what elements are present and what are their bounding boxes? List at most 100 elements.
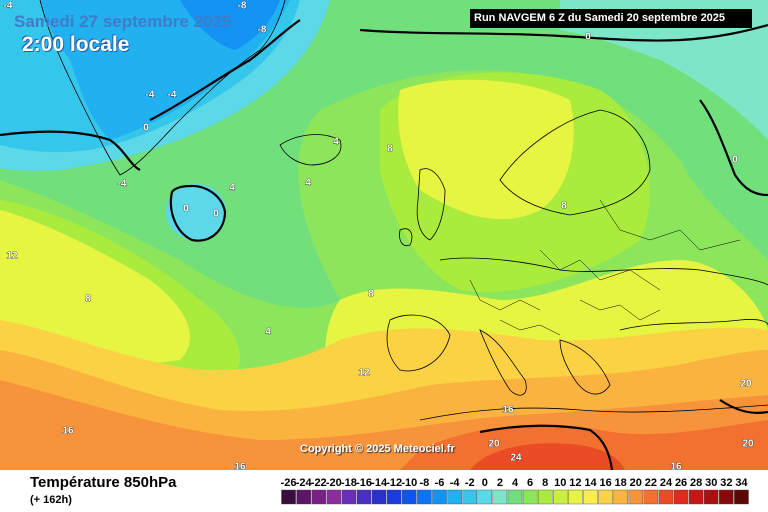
legend-label: -20 <box>326 478 342 489</box>
legend-swatch <box>704 489 719 505</box>
legend-label: -8 <box>420 478 430 489</box>
legend-swatch <box>477 489 493 505</box>
color-legend: -26 -24 -22 -20 -18 -16 -14 -12 -10 -8 -6 -4 -2 0 2 4 6 8… <box>281 478 749 505</box>
contour-label: 8 <box>561 201 567 212</box>
legend-label: 10 <box>554 478 566 489</box>
legend-swatch <box>673 489 689 505</box>
contour-label: 0 <box>585 32 591 43</box>
contour-label: -4 <box>4 1 13 12</box>
contour-label: 0 <box>143 123 149 134</box>
contour-label: -8 <box>238 1 247 12</box>
legend-swatch <box>643 489 659 505</box>
legend-swatch <box>417 489 432 505</box>
legend-swatch <box>311 489 326 505</box>
legend-label: 2 <box>497 478 503 489</box>
legend-label: -4 <box>450 478 461 489</box>
contour-label: 0 <box>732 155 738 166</box>
contour-label: 20 <box>742 439 754 450</box>
coastlines <box>39 0 768 421</box>
legend-swatch <box>568 489 583 505</box>
temperature-map[interactable]: -8 -8 -4 -4 -4 -4 0 0 0 0 0 4 4 4 4 8 8 8 8 12 12 16 16 16 16 20 2… <box>0 0 768 470</box>
legend-swatch <box>734 489 749 505</box>
contour-label: 16 <box>234 462 246 470</box>
legend-label: 24 <box>660 478 673 489</box>
legend-swatch <box>719 489 734 505</box>
contour-label: 8 <box>85 294 91 305</box>
legend-label: -2 <box>465 478 475 489</box>
legend-label: -24 <box>296 478 313 489</box>
zone-aqua <box>560 0 768 140</box>
borders <box>469 199 741 336</box>
contour-label: 4 <box>265 327 271 338</box>
legend-label: -16 <box>356 478 372 489</box>
legend-swatch <box>583 489 598 505</box>
contour-label: 20 <box>740 379 752 390</box>
legend-swatch <box>492 489 508 505</box>
legend-label: 26 <box>675 478 687 489</box>
legend-label: -12 <box>386 478 402 489</box>
legend-label: 20 <box>630 478 642 489</box>
contour-label: 0 <box>183 204 189 215</box>
legend-label: -26 <box>281 478 297 489</box>
variable-title: Température 850hPa <box>30 474 177 491</box>
contour-label: 4 <box>333 137 339 148</box>
contour-label: 12 <box>358 368 370 379</box>
contour-label: 20 <box>488 439 500 450</box>
zone-dark-blue <box>180 0 280 50</box>
contour-label: 4 <box>305 178 311 189</box>
zone-yellow-w <box>0 210 190 364</box>
legend-swatch <box>613 489 628 505</box>
legend-swatch <box>688 489 704 505</box>
contour-label: 12 <box>6 251 18 262</box>
contour-label: -4 <box>146 90 155 101</box>
legend-label: 16 <box>599 478 611 489</box>
contour-label: 24 <box>510 453 522 464</box>
legend-swatch <box>598 489 613 505</box>
lead-time: (+ 162h) <box>30 494 72 506</box>
legend-swatch <box>341 489 357 505</box>
zone-cold-pool <box>166 184 226 240</box>
legend-swatch <box>402 489 417 505</box>
legend-label: -18 <box>341 478 357 489</box>
contour-label: 4 <box>229 183 235 194</box>
zone-red <box>470 443 625 470</box>
contour-label: -4 <box>168 90 177 101</box>
contour-label: -4 <box>118 179 127 190</box>
legend-swatch <box>296 489 311 505</box>
contour-label: 16 <box>62 426 74 437</box>
legend-label: 30 <box>705 478 717 489</box>
legend-swatch <box>522 489 538 505</box>
legend-swatch <box>326 489 342 505</box>
zone-yellow <box>398 79 574 220</box>
legend-swatch <box>628 489 644 505</box>
contour-label: -8 <box>258 25 267 36</box>
model-run-info: Run NAVGEM 6 Z du Samedi 20 septembre 20… <box>470 9 752 28</box>
legend-swatch <box>281 489 296 505</box>
legend-label: -14 <box>371 478 388 489</box>
legend-swatch <box>658 489 674 505</box>
legend-label: 6 <box>527 478 533 489</box>
contour-label: 0 <box>213 209 219 220</box>
legend-label: -10 <box>401 478 417 489</box>
legend-swatch <box>371 489 387 505</box>
legend-swatch <box>447 489 462 505</box>
legend-label: 0 <box>482 478 488 489</box>
forecast-date: Samedi 27 septembre 2025 <box>14 12 232 31</box>
legend-swatch <box>386 489 402 505</box>
legend-label: -22 <box>311 478 327 489</box>
legend-label: 22 <box>645 478 657 489</box>
legend-swatch <box>356 489 372 505</box>
contour-label: 8 <box>368 289 374 300</box>
contour-label: 16 <box>502 405 514 416</box>
copyright-notice: Copyright © 2025 Meteociel.fr <box>300 443 455 455</box>
contour-label: 8 <box>387 144 393 155</box>
legend-label: 34 <box>735 478 748 489</box>
contour-labels: -8 -8 -4 -4 -4 -4 0 0 0 0 0 4 4 4 4 8 8 8 8 12 12 16 16 16 16 20 2… <box>3 0 754 470</box>
legend-label: 28 <box>690 478 702 489</box>
legend-label: -6 <box>435 478 445 489</box>
legend-label: 18 <box>615 478 627 489</box>
legend-label: 12 <box>569 478 581 489</box>
legend-swatch <box>537 489 553 505</box>
legend-label: 8 <box>542 478 548 489</box>
